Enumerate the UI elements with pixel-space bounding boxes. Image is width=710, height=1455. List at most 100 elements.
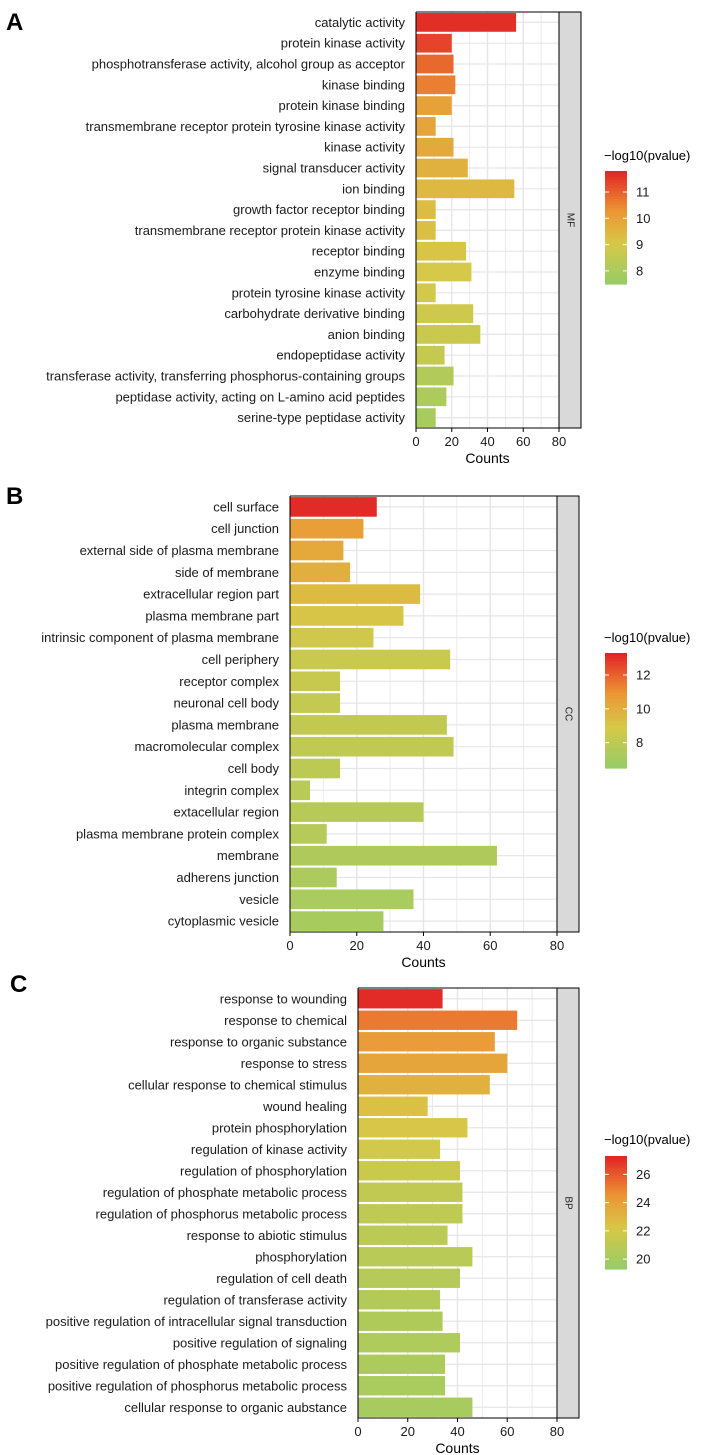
legend-gradient-segment [605, 216, 627, 220]
legend-gradient-segment [605, 1243, 627, 1247]
legend-gradient-segment [605, 687, 627, 691]
legend-gradient-segment [605, 221, 627, 226]
facet-strip [556, 495, 580, 933]
x-axis-title: Counts [465, 450, 509, 466]
bar [290, 758, 341, 779]
category-label: peptidase activity, acting on L-amino ac… [115, 389, 405, 404]
legend-gradient-segment [605, 704, 627, 709]
legend-gradient-segment [605, 727, 627, 732]
bar [416, 241, 467, 261]
legend-gradient-segment [605, 1257, 627, 1262]
x-tick-label: 0 [354, 1424, 361, 1439]
legend-gradient-segment [605, 678, 627, 683]
legend-gradient-segment [605, 756, 627, 760]
x-tick-label: 20 [445, 434, 459, 449]
x-tick-label: 20 [401, 1424, 415, 1439]
x-tick-label: 60 [516, 434, 530, 449]
legend-gradient-segment [605, 1215, 627, 1219]
bar [290, 562, 351, 583]
legend-gradient-segment [605, 1195, 627, 1199]
bar [290, 649, 451, 670]
facet-strip [558, 11, 582, 429]
legend-gradient-segment [605, 1192, 627, 1197]
legend-tick-label: 11 [636, 185, 650, 200]
legend-gradient-segment [605, 742, 627, 746]
legend-gradient-segment [605, 693, 627, 697]
bar [416, 158, 468, 178]
bar [290, 671, 341, 692]
legend-gradient-segment [605, 171, 627, 175]
bar [358, 1354, 446, 1374]
legend-gradient-segment [605, 261, 627, 265]
legend-gradient-segment [605, 182, 627, 186]
legend-gradient-segment [605, 747, 627, 752]
bar [416, 117, 436, 136]
bar [290, 845, 497, 866]
category-label: regulation of phosphorus metabolic proce… [96, 1206, 348, 1221]
legend-gradient-segment [605, 661, 627, 666]
legend-gradient-segment [605, 204, 627, 209]
bar [358, 1010, 518, 1030]
legend-gradient-segment [605, 710, 627, 714]
bar [416, 325, 481, 344]
bar [290, 780, 311, 801]
category-label: response to organic substance [170, 1034, 347, 1049]
legend-gradient-segment [605, 281, 627, 285]
category-label: serine-type peptidase activity [237, 410, 405, 425]
category-label: external side of plasma membrane [80, 543, 279, 558]
legend-gradient-segment [605, 244, 627, 248]
legend-tick-label: 24 [636, 1195, 650, 1210]
category-label: membrane [217, 848, 279, 863]
legend-gradient-segment [605, 275, 627, 279]
bar [416, 345, 445, 365]
legend-gradient-segment [605, 278, 627, 282]
facet-label: MF [565, 213, 576, 227]
legend-gradient-segment [605, 247, 627, 251]
legend-gradient-segment [605, 1249, 627, 1253]
category-label: response to abiotic stimulus [187, 1228, 348, 1243]
bar [416, 262, 472, 282]
x-tick-label: 40 [450, 1424, 464, 1439]
legend-gradient-segment [605, 664, 627, 668]
legend-gradient-segment [605, 213, 627, 217]
x-tick-label: 60 [483, 938, 497, 953]
legend-gradient-segment [605, 227, 627, 231]
legend-gradient-segment [605, 233, 627, 237]
category-label: transferase activity, transferring phosp… [46, 369, 405, 384]
legend-tick-label: 26 [636, 1167, 650, 1182]
legend-gradient-segment [605, 210, 627, 214]
facet-label: CC [563, 707, 574, 721]
category-label: cytoplasmic vesicle [168, 914, 279, 929]
category-label: regulation of transferase activity [163, 1292, 347, 1307]
category-label: anion binding [328, 327, 405, 342]
bar [358, 1096, 428, 1116]
bar [416, 200, 436, 219]
category-label: wound healing [262, 1099, 347, 1114]
category-label: kinase binding [322, 77, 405, 92]
category-label: cell surface [213, 499, 279, 514]
legend-gradient-segment [605, 1254, 627, 1259]
category-label: kinase activity [324, 140, 405, 155]
legend-gradient-segment [605, 1172, 627, 1177]
bar [416, 366, 454, 386]
x-tick-label: 0 [286, 938, 293, 953]
bar [358, 1032, 495, 1052]
x-tick-label: 20 [350, 938, 364, 953]
bar [358, 1118, 468, 1138]
legend-gradient-segment [605, 681, 627, 686]
bar [358, 989, 443, 1009]
legend-gradient-segment [605, 264, 627, 268]
legend-gradient-segment [605, 1170, 627, 1174]
category-label: extacellular region [173, 805, 279, 820]
legend-gradient-segment [605, 196, 627, 200]
bar [358, 1333, 460, 1353]
x-tick-label: 80 [552, 434, 566, 449]
legend-gradient-segment [605, 739, 627, 743]
legend-gradient-segment [605, 179, 627, 183]
legend-gradient-segment [605, 701, 627, 706]
category-label: response to wounding [220, 991, 347, 1006]
bar [358, 1397, 473, 1417]
legend-gradient-segment [605, 219, 627, 223]
